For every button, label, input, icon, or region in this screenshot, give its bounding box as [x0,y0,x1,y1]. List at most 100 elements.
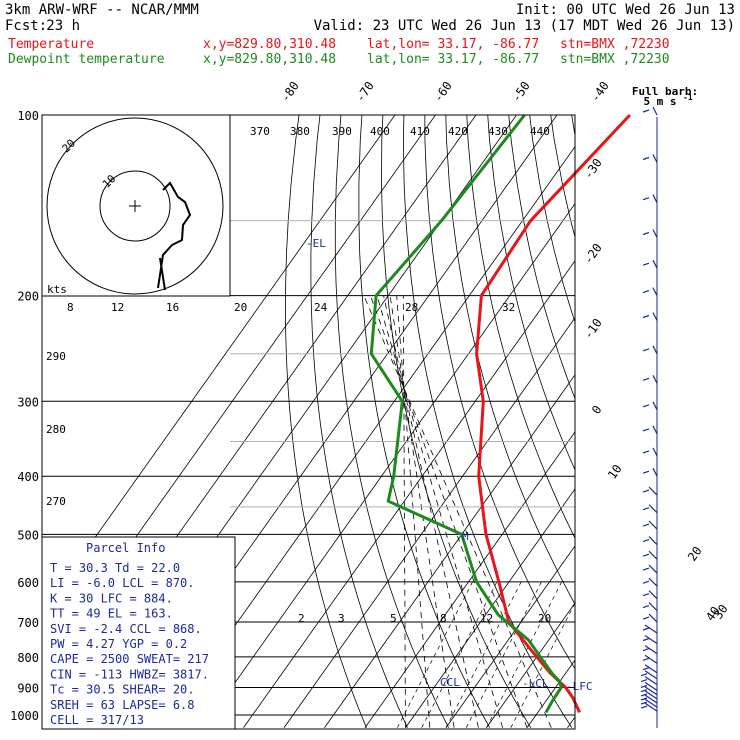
dry-adiabat-grid [284,88,740,728]
dry-adiabat-line [550,115,575,239]
dry-adiabat-line [710,88,740,728]
dry-adiabat-line [689,88,740,728]
wind-barb [642,467,658,477]
el-marker: -EL [306,237,326,250]
isotherm-line [364,431,575,728]
mixing-ratio-label: 12 [480,612,493,625]
temp-xy: x,y=829.80,310.48 [203,37,336,52]
isotherm-line [608,88,740,728]
wind-barb [642,194,658,203]
isotherm-line [162,145,575,728]
wind-barb [642,229,658,238]
mixing-ratio-line [510,602,575,728]
hodograph-ring-inner [99,170,171,242]
theta-label: 390 [332,125,352,138]
barb-legend-exp: -1 [683,93,693,102]
dry-adiabat-line [669,88,740,728]
sounding-series [369,113,631,714]
wind-barb [642,401,658,411]
pressure-label: 500 [17,528,39,542]
mixing-ratio-line [397,581,473,728]
isotherm-line [283,317,575,728]
theta-label: 440 [530,125,550,138]
dew-latlon: lat,lon= 33.17, -86.77 [367,52,539,67]
wind-barb [640,690,658,700]
wind-barb [642,345,658,355]
wind-barb [642,106,658,116]
parcel-info-row: CAPE = 2500 SWEAT= 217 [50,652,209,666]
mixing-ratio-grid [363,295,575,728]
barb-legend-units: 5 m s [643,95,676,108]
wind-barb [640,686,658,696]
wind-barb [642,624,658,634]
wind-barb [640,670,658,680]
isotherm-line [648,88,740,728]
wind-barb [642,447,658,457]
moist-adiabat-line [402,295,406,728]
dry-adiabat-line [466,115,575,539]
mixing-ratio-label: 5 [390,612,397,625]
wind-barb [642,590,658,600]
wind-barbs [640,106,658,728]
isotherm-line [526,659,575,728]
wind-barb [640,702,658,712]
parcel-info-row: LI = -6.0 LCL = 870. [50,576,195,590]
theta-label: 410 [410,125,430,138]
wind-barb [642,664,658,674]
parcel-info-row: K = 30 LFC = 884. [50,591,173,605]
isobar-grid [42,114,575,716]
wind-barb [642,520,658,530]
wind-barb [642,536,658,546]
hodograph-axis-label: 28 [405,301,418,314]
mixing-ratio-line [445,581,522,728]
moist-adiabat-line [396,295,431,728]
right-temp-label: 40 [703,604,723,624]
pressure-label: 900 [17,682,39,696]
pressure-label: 1000 [10,709,39,723]
right-temp-label: -10 [581,316,605,342]
hodograph-axis-label: 24 [314,301,328,314]
pressure-label: 300 [17,395,39,409]
mixing-ratio-label: 20 [538,612,551,625]
right-temp-label: -30 [581,156,605,182]
ccl-marker: CCL [440,676,460,689]
hodograph-axis-label: 8 [67,301,74,314]
right-temp-label: -20 [581,241,605,267]
lfc-marker: -LFC [566,680,593,693]
moist-adiabat-line [389,295,455,728]
wind-barb [640,694,658,704]
hodograph-axis-label: 12 [111,301,124,314]
wind-barb [642,550,658,560]
temp-latlon: lat,lon= 33.17, -86.77 [367,37,539,52]
wind-barb [642,486,658,496]
wind-barb [642,287,658,296]
hodograph-axis-label: 32 [502,301,515,314]
dry-adiabat-line [487,115,575,471]
isotherm-line [42,115,396,613]
m-marker: M [462,530,469,543]
hodograph: 10 20 kts [41,114,231,297]
hodograph-ring-outer [46,117,224,295]
right-temp-label: 0 [589,403,605,417]
level-markers: -EL -LCL -LFC CCL M [306,237,593,693]
barb-legend-title: Full barb: [632,85,698,98]
wind-barb [642,154,658,163]
wind-barb [642,259,658,269]
dry-adiabat-line [608,88,740,728]
pressure-label: 400 [17,470,39,484]
isotherm-line [445,545,575,728]
theta-label: 370 [250,125,270,138]
mixing-ratio-line [421,581,498,728]
parcel-info-row: CELL = 317/13 [50,713,144,727]
parcel-info-row: SVI = -2.4 CCL = 868. [50,622,202,636]
top-temp-label: -80 [278,79,302,105]
parcel-info-row: CIN = -113 HWBZ= 3817. [50,667,209,681]
fcst-label: Fcst: [5,18,47,34]
theta-low-label: 280 [46,423,66,436]
parcel-info-row: SREH = 63 LAPSE= 6.8 [50,698,195,712]
diagram-frame [41,114,576,730]
moist-adiabat-line [370,295,528,728]
